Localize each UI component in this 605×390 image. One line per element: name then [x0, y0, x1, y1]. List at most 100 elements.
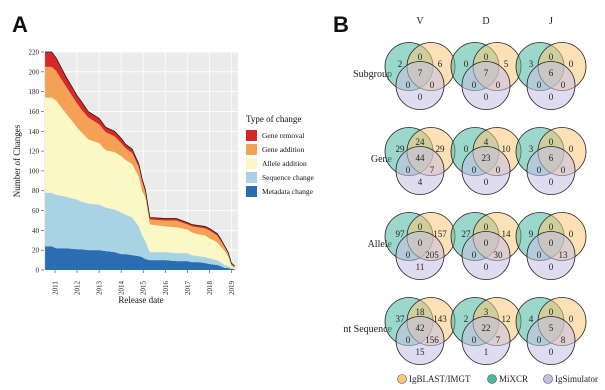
venn-region-count: 44: [416, 153, 426, 163]
venn-region-count: 0: [418, 52, 423, 62]
legend-dot: [397, 374, 407, 384]
venn-region-count: 0: [537, 335, 542, 345]
venn-region-count: 4: [484, 137, 489, 147]
legend-dot: [543, 374, 553, 384]
venn-region-count: 156: [425, 335, 439, 345]
column-header: J: [549, 16, 553, 27]
venn-circle-igsimulator: [461, 146, 511, 195]
venn-region-count: 0: [406, 80, 411, 90]
y-tick-label: 160: [29, 108, 40, 116]
y-tick-label: 100: [29, 167, 40, 175]
total-outline: [45, 51, 235, 267]
y-tick-label: 60: [32, 207, 40, 215]
venn-region-count: 7: [496, 335, 501, 345]
venn-region-count: 0: [472, 250, 477, 260]
venn-region-count: 0: [569, 144, 574, 154]
venn-circle-igsimulator: [395, 316, 445, 365]
venn-region-count: 0: [418, 222, 423, 232]
venn-circle-igsimulator: [526, 231, 576, 280]
venn-region-count: 0: [484, 52, 489, 62]
venn-region-count: 0: [537, 80, 542, 90]
legend-dot: [487, 374, 497, 384]
venn-region-count: 5: [549, 323, 554, 333]
venn-region-count: 0: [549, 238, 554, 248]
area-gene-addition: [45, 66, 235, 269]
venn-region-count: 0: [496, 80, 501, 90]
panel-label-b: B: [333, 12, 349, 37]
venn-region-count: 0: [549, 307, 554, 317]
venn-region-count: 0: [406, 165, 411, 175]
venn-region-count: 6: [438, 59, 443, 69]
x-tick-label: 2015: [140, 281, 148, 296]
venn-region-count: 0: [472, 165, 477, 175]
venn-region-count: 1: [484, 347, 489, 357]
venn-region-count: 30: [494, 250, 504, 260]
venn-diagram: 29 24 29 44 0 74: [384, 127, 456, 195]
panel-label-a: A: [12, 12, 28, 37]
venn-region-count: 0: [484, 92, 489, 102]
venn-region-count: 5: [504, 59, 509, 69]
legend-label: Gene addition: [262, 145, 305, 154]
legend-title: Type of change: [246, 114, 301, 124]
legend-swatch: [246, 130, 257, 141]
legend-label: Metadata change: [262, 187, 314, 196]
venn-circle-igsimulator: [395, 61, 445, 110]
venn-region-count: 29: [396, 144, 406, 154]
venn-region-count: 0: [537, 250, 542, 260]
legend-swatch: [246, 158, 257, 169]
area-allele-addition: [45, 97, 235, 270]
x-tick-label: 2016: [162, 281, 170, 296]
legend-label: Allele addition: [262, 159, 307, 168]
legend-label: IgBLAST/IMGT: [409, 374, 471, 384]
column-header: D: [482, 16, 489, 27]
venn-region-count: 0: [569, 229, 574, 239]
venn-region-count: 0: [549, 92, 554, 102]
venn-region-count: 0: [418, 92, 423, 102]
venn-circle-igsimulator: [395, 231, 445, 280]
venn-region-count: 0: [549, 222, 554, 232]
row-header: Allele: [368, 239, 393, 250]
venn-region-count: 4: [529, 314, 534, 324]
legend-label: Sequence change: [262, 173, 315, 182]
venn-region-count: 0: [484, 262, 489, 272]
row-header: Subgroup: [353, 69, 392, 80]
y-tick-label: 80: [32, 187, 40, 195]
venn-circle-igsimulator: [461, 61, 511, 110]
venn-region-count: 7: [484, 68, 489, 78]
legend-label: Gene removal: [262, 131, 304, 140]
row-header: Gene: [371, 154, 393, 165]
column-header: V: [416, 16, 424, 27]
row-header: nt Sequence: [343, 324, 392, 335]
venn-region-count: 0: [549, 52, 554, 62]
venn-region-count: 7: [418, 68, 423, 78]
legend-swatch: [246, 186, 257, 197]
x-tick-label: 2011: [52, 281, 60, 295]
venn-region-count: 0: [569, 314, 574, 324]
venn-region-count: 42: [416, 323, 425, 333]
venn-region-count: 29: [436, 144, 446, 154]
legend-label: MiXCR: [499, 374, 528, 384]
venn-region-count: 3: [529, 144, 534, 154]
venn-region-count: 0: [406, 250, 411, 260]
venn-region-count: 0: [472, 335, 477, 345]
venn-region-count: 6: [549, 153, 554, 163]
venn-region-count: 2: [398, 59, 403, 69]
venn-region-count: 3: [484, 307, 489, 317]
venn-region-count: 97: [396, 229, 406, 239]
venn-region-count: 0: [418, 238, 423, 248]
venn-region-count: 0: [406, 335, 411, 345]
x-axis-title: Release date: [118, 295, 163, 305]
venn-region-count: 37: [396, 314, 406, 324]
venn-circle-igsimulator: [461, 316, 511, 365]
venn-region-count: 0: [537, 165, 542, 175]
x-tick-label: 2019: [228, 281, 236, 296]
